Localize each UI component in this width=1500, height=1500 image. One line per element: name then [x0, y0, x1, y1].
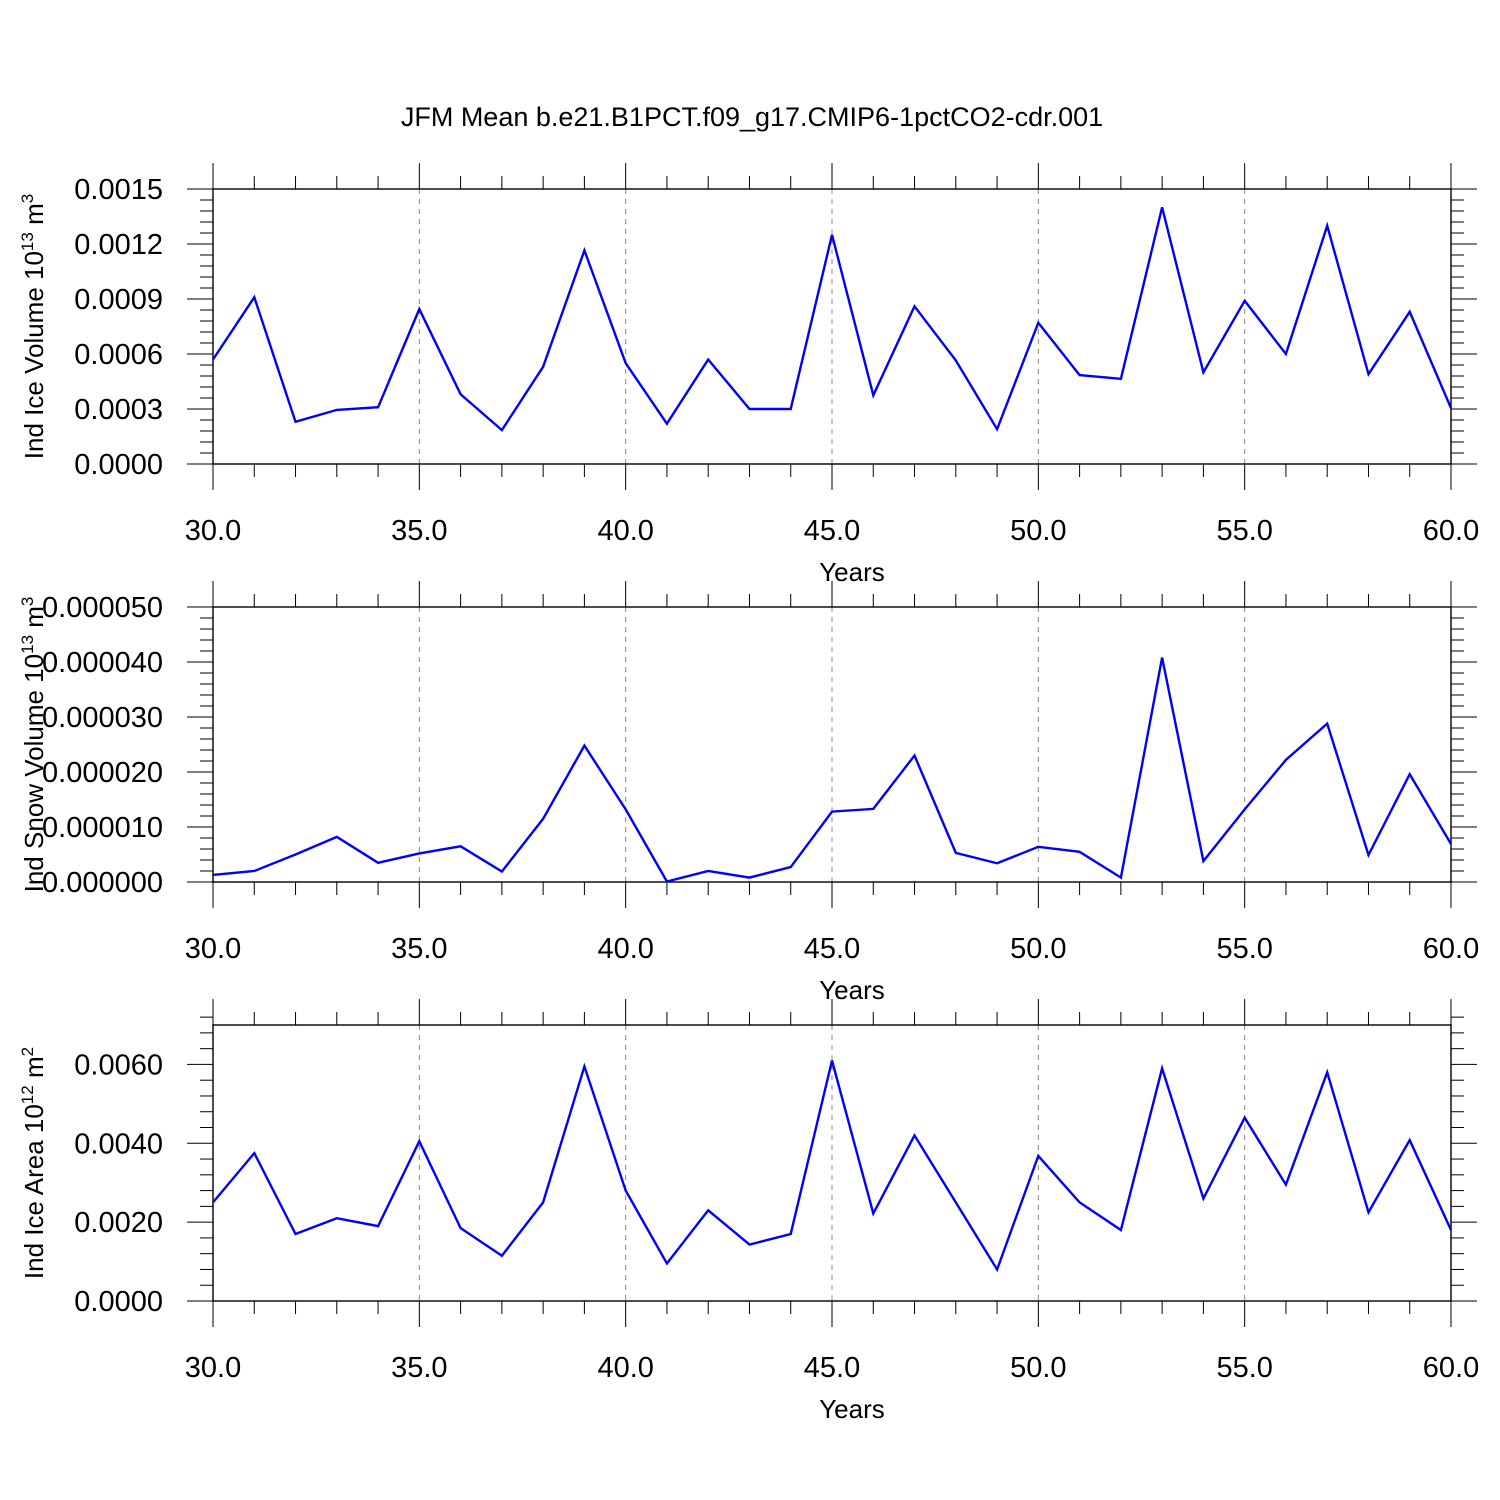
- y-axis-label: Ind Ice Volume 1013 m3: [18, 194, 49, 459]
- y-tick-label: 0.0060: [74, 1049, 163, 1081]
- x-tick-label: 30.0: [185, 933, 241, 965]
- x-tick-label: 40.0: [597, 933, 653, 965]
- y-tick-label: 0.0020: [74, 1207, 163, 1239]
- y-axis-label-text: Ind Snow Volume 10: [19, 654, 49, 893]
- x-tick-label: 35.0: [391, 1352, 447, 1384]
- x-tick-label: 50.0: [1010, 933, 1066, 965]
- y-tick-label: 0.0006: [74, 339, 163, 371]
- series-line: [211, 207, 1453, 432]
- y-tick-label: 0.0009: [74, 284, 163, 316]
- y-axis-label-unit: m: [19, 1056, 49, 1085]
- y-axis-label: Ind Ice Area 1012 m2: [18, 1047, 49, 1279]
- series-line: [212, 657, 1453, 883]
- x-tick-label: 55.0: [1216, 933, 1272, 965]
- y-tick-label: 0.000010: [42, 812, 163, 844]
- x-axis-label: Years: [819, 975, 885, 1005]
- y-tick-label: 0.000030: [42, 702, 163, 734]
- x-tick-label: 50.0: [1010, 515, 1066, 547]
- x-axis-label: Years: [819, 1394, 885, 1424]
- y-axis-label-unit-exponent: 3: [18, 194, 37, 203]
- y-tick-label: 0.000020: [42, 757, 163, 789]
- y-tick-label: 0.0000: [74, 449, 163, 481]
- y-tick-label: 0.0012: [74, 229, 163, 261]
- y-axis-label-text: Ind Ice Area 10: [19, 1104, 49, 1279]
- y-tick-label: 0.000050: [42, 592, 163, 624]
- y-tick-label: 0.0040: [74, 1128, 163, 1160]
- x-tick-label: 45.0: [804, 933, 860, 965]
- y-axis-label-text: Ind Ice Volume 10: [19, 251, 49, 459]
- y-tick-label: 0.0003: [74, 394, 163, 426]
- x-tick-label: 55.0: [1216, 515, 1272, 547]
- y-tick-label: 0.000040: [42, 647, 163, 679]
- x-tick-label: 60.0: [1423, 515, 1479, 547]
- y-axis-label-unit: m: [19, 606, 49, 635]
- x-tick-label: 60.0: [1423, 1352, 1479, 1384]
- panel-3: 30.0 35.0 40.0 45.0 50.0 55.0 60.0 0.0000 0.0020…: [18, 999, 1479, 1424]
- x-tick-label: 30.0: [185, 1352, 241, 1384]
- y-tick-label: 0.0015: [74, 174, 163, 206]
- y-axis-label: Ind Snow Volume 1013 m3: [18, 597, 49, 893]
- y-tick-label: 0.000000: [42, 867, 163, 899]
- x-tick-label: 35.0: [391, 515, 447, 547]
- x-tick-label: 40.0: [597, 515, 653, 547]
- y-tick-label: 0.0000: [74, 1286, 163, 1318]
- y-axis-label-unit: m: [19, 203, 49, 232]
- x-tick-label: 60.0: [1423, 933, 1479, 965]
- y-axis-label-unit-exponent: 2: [18, 1047, 37, 1056]
- y-axis-label-unit-exponent: 3: [18, 597, 37, 606]
- panel-1: 30.0 35.0 40.0 45.0 50.0 55.0 60.0 0.0000 0.0003…: [18, 163, 1479, 587]
- x-tick-label: 35.0: [391, 933, 447, 965]
- y-axis-label-exponent: 12: [18, 1085, 37, 1104]
- x-tick-label: 40.0: [597, 1352, 653, 1384]
- x-axis-label: Years: [819, 557, 885, 587]
- y-axis-label-exponent: 13: [18, 635, 37, 654]
- chart-title: JFM Mean b.e21.B1PCT.f09_g17.CMIP6-1pctC…: [401, 102, 1103, 132]
- x-tick-label: 45.0: [804, 1352, 860, 1384]
- y-axis-label-exponent: 13: [18, 232, 37, 251]
- panel-2: 30.0 35.0 40.0 45.0 50.0 55.0 60.0 0.000000 0.00…: [18, 581, 1479, 1005]
- x-tick-label: 50.0: [1010, 1352, 1066, 1384]
- x-tick-label: 30.0: [185, 515, 241, 547]
- series-line: [212, 1060, 1453, 1273]
- x-tick-label: 45.0: [804, 515, 860, 547]
- x-tick-label: 55.0: [1216, 1352, 1272, 1384]
